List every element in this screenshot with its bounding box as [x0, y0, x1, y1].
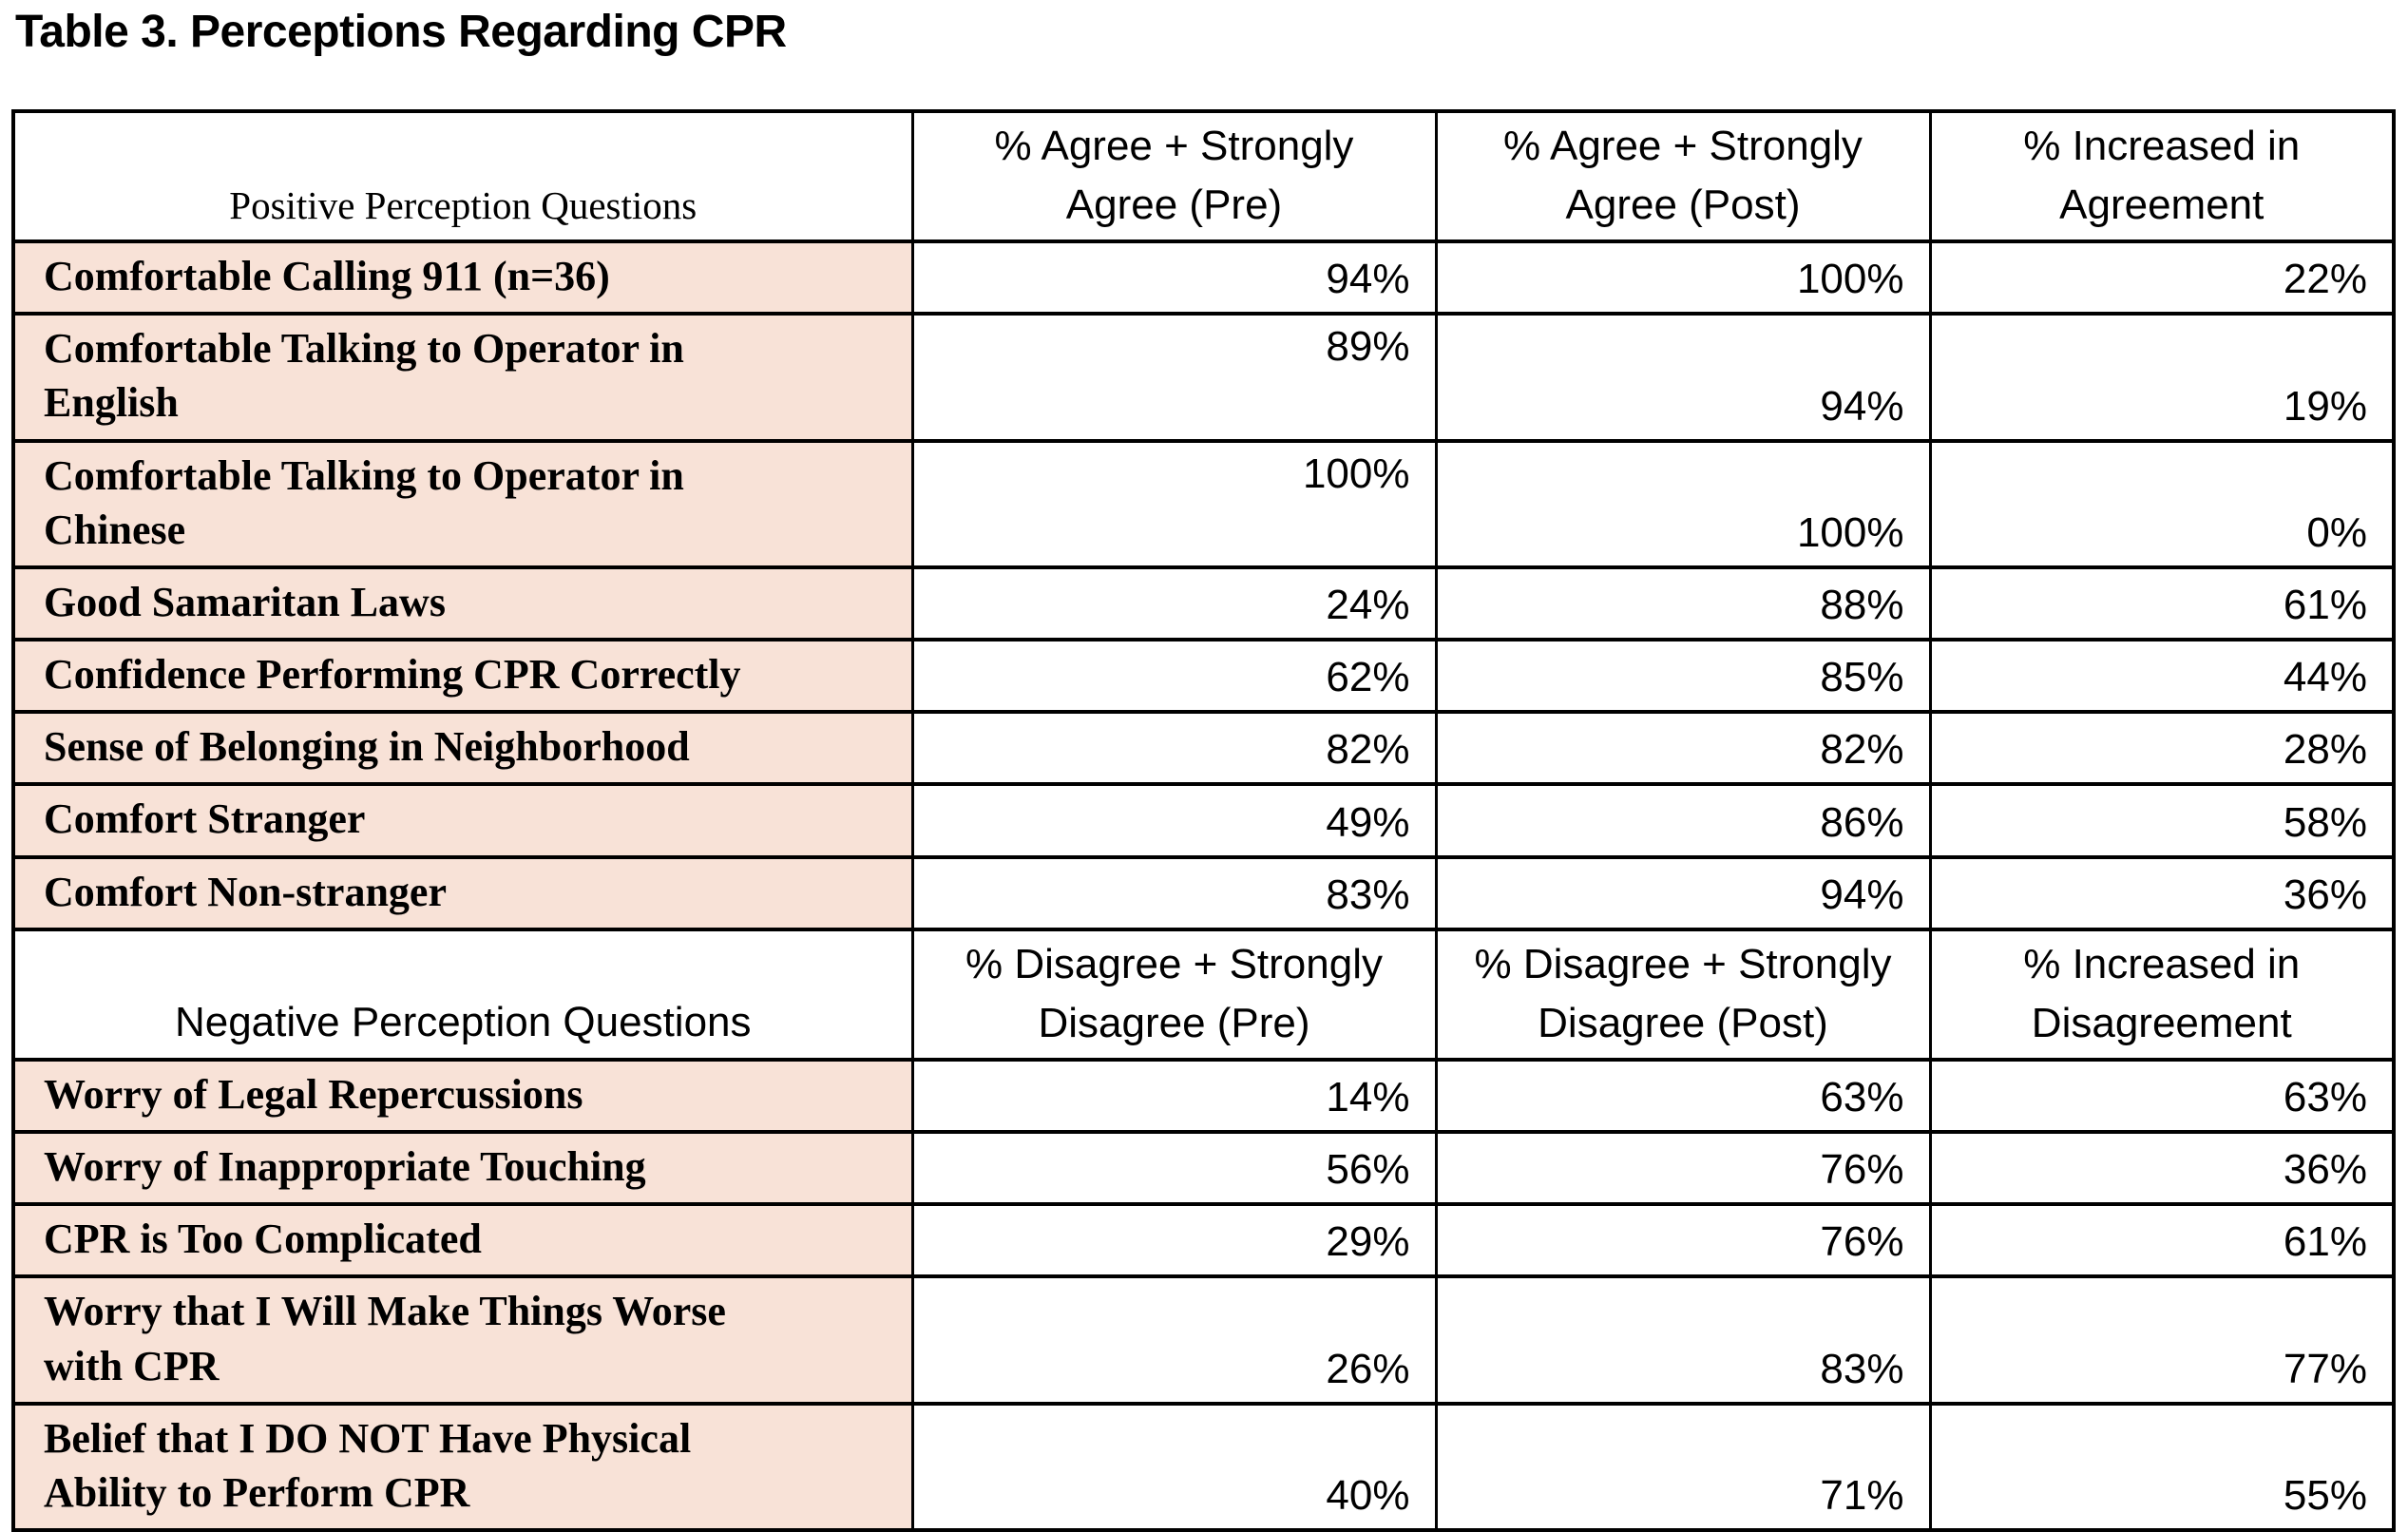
value-cell: 36%: [1928, 1129, 2396, 1207]
row-label: Worry of Legal Repercussions: [11, 1057, 914, 1134]
row-label: Comfortable Talking to Operator in Chine…: [11, 438, 914, 569]
value-cell: 36%: [1928, 854, 2396, 931]
value-cell: 83%: [1434, 1274, 1932, 1406]
column-header: % Agree + Strongly Agree (Post): [1434, 109, 1932, 243]
value-cell: 82%: [910, 710, 1438, 787]
value-cell: 100%: [1434, 438, 1932, 569]
value-cell: 76%: [1434, 1202, 1932, 1279]
table-row: Worry of Inappropriate Touching 56% 76% 36%: [11, 1129, 2396, 1207]
table-row: Comfortable Calling 911 (n=36) 94% 100% 22%: [11, 239, 2396, 316]
row-label: Comfort Non-stranger: [11, 854, 914, 931]
value-cell: 94%: [1434, 312, 1932, 443]
value-cell: 19%: [1928, 312, 2396, 443]
value-cell: 61%: [1928, 565, 2396, 642]
value-cell: 94%: [910, 239, 1438, 316]
value-cell: 89%: [910, 312, 1438, 443]
value-cell: 63%: [1434, 1057, 1932, 1134]
value-cell: 58%: [1928, 782, 2396, 859]
column-header: % Disagree + Strongly Disagree (Post): [1434, 927, 1932, 1062]
value-cell: 24%: [910, 565, 1438, 642]
value-cell: 77%: [1928, 1274, 2396, 1406]
value-cell: 61%: [1928, 1202, 2396, 1279]
table-row: Good Samaritan Laws 24% 88% 61%: [11, 565, 2396, 642]
value-cell: 40%: [910, 1401, 1438, 1532]
value-cell: 14%: [910, 1057, 1438, 1134]
section-header-label: Positive Perception Questions: [11, 109, 914, 243]
table-row: Sense of Belonging in Neighborhood 82% 82%…: [11, 710, 2396, 787]
column-header: % Increased in Disagreement: [1928, 927, 2396, 1062]
value-cell: 82%: [1434, 710, 1932, 787]
value-cell: 86%: [1434, 782, 1932, 859]
value-cell: 29%: [910, 1202, 1438, 1279]
section-header-row: Positive Perception Questions% Agree + S…: [11, 109, 2396, 243]
table-row: Comfort Non-stranger 83% 94% 36%: [11, 854, 2396, 931]
table-row: Belief that I DO NOT Have Physical Abili…: [11, 1401, 2396, 1532]
row-label: Sense of Belonging in Neighborhood: [11, 710, 914, 787]
row-label: Worry of Inappropriate Touching: [11, 1129, 914, 1207]
row-label: Belief that I DO NOT Have Physical Abili…: [11, 1401, 914, 1532]
value-cell: 22%: [1928, 239, 2396, 316]
value-cell: 94%: [1434, 854, 1932, 931]
value-cell: 88%: [1434, 565, 1932, 642]
table-row: Comfortable Talking to Operator in Chine…: [11, 438, 2396, 569]
table-row: CPR is Too Complicated 29% 76% 61%: [11, 1202, 2396, 1279]
value-cell: 71%: [1434, 1401, 1932, 1532]
row-label: Good Samaritan Laws: [11, 565, 914, 642]
value-cell: 100%: [1434, 239, 1932, 316]
table-row: Confidence Performing CPR Correctly 62% 85…: [11, 638, 2396, 715]
row-label: Confidence Performing CPR Correctly: [11, 638, 914, 715]
value-cell: 28%: [1928, 710, 2396, 787]
value-cell: 85%: [1434, 638, 1932, 715]
row-label: Comfortable Calling 911 (n=36): [11, 239, 914, 316]
value-cell: 49%: [910, 782, 1438, 859]
section-header-label: Negative Perception Questions: [11, 927, 914, 1062]
table-row: Worry of Legal Repercussions 14% 63% 63%: [11, 1057, 2396, 1134]
table-section: Negative Perception Questions% Disagree …: [11, 927, 2396, 1532]
value-cell: 26%: [910, 1274, 1438, 1406]
row-label: Worry that I Will Make Things Worse with…: [11, 1274, 914, 1406]
table-title: Table 3. Perceptions Regarding CPR: [15, 7, 787, 57]
row-label: CPR is Too Complicated: [11, 1202, 914, 1279]
value-cell: 62%: [910, 638, 1438, 715]
table-section: Positive Perception Questions% Agree + S…: [11, 109, 2396, 931]
table-row: Comfort Stranger 49% 86% 58%: [11, 782, 2396, 859]
value-cell: 0%: [1928, 438, 2396, 569]
value-cell: 55%: [1928, 1401, 2396, 1532]
column-header: % Increased in Agreement: [1928, 109, 2396, 243]
row-label: Comfortable Talking to Operator in Engli…: [11, 312, 914, 443]
section-header-row: Negative Perception Questions% Disagree …: [11, 927, 2396, 1062]
table-row: Worry that I Will Make Things Worse with…: [11, 1274, 2396, 1406]
value-cell: 44%: [1928, 638, 2396, 715]
value-cell: 100%: [910, 438, 1438, 569]
row-label: Comfort Stranger: [11, 782, 914, 859]
column-header: % Agree + Strongly Agree (Pre): [910, 109, 1438, 243]
column-header: % Disagree + Strongly Disagree (Pre): [910, 927, 1438, 1062]
value-cell: 76%: [1434, 1129, 1932, 1207]
table-row: Comfortable Talking to Operator in Engli…: [11, 312, 2396, 443]
value-cell: 83%: [910, 854, 1438, 931]
value-cell: 56%: [910, 1129, 1438, 1207]
value-cell: 63%: [1928, 1057, 2396, 1134]
perceptions-table: Positive Perception Questions% Agree + S…: [11, 109, 2396, 1532]
